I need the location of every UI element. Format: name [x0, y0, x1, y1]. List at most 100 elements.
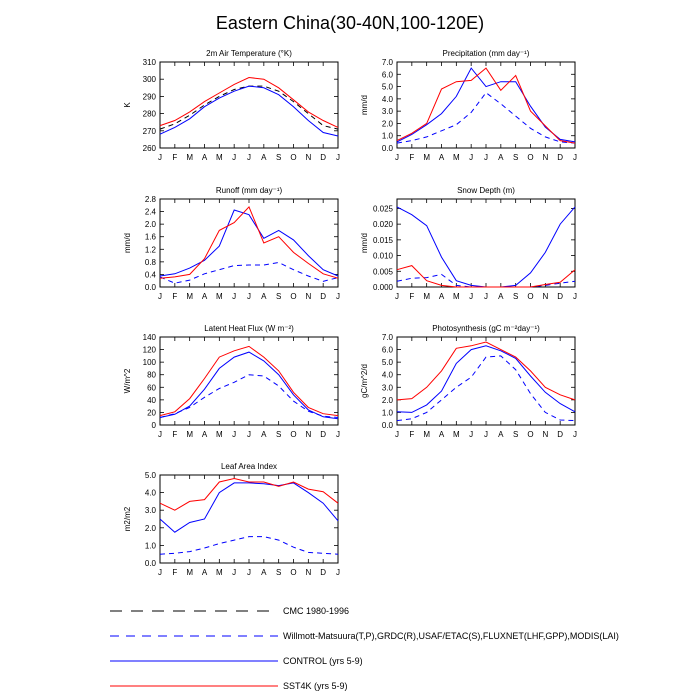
y-tick-label: 260 — [143, 144, 157, 153]
x-tick-label: J — [573, 153, 577, 162]
y-axis-label: mm/d — [123, 233, 132, 253]
x-tick-label: J — [484, 153, 488, 162]
x-tick-label: M — [423, 292, 430, 301]
series-line-sst4k — [159, 205, 339, 279]
series-line-sst4k — [396, 67, 576, 144]
x-tick-label: J — [469, 153, 473, 162]
y-tick-label: 7.0 — [382, 58, 394, 67]
chart-title: Runoff (mm day⁻¹) — [216, 186, 283, 195]
x-tick-label: J — [232, 430, 236, 439]
y-axis-label: K — [123, 102, 132, 108]
x-tick-label: J — [395, 430, 399, 439]
x-tick-label: N — [305, 568, 311, 577]
x-tick-label: F — [409, 292, 414, 301]
legend-entry: CMC 1980-1996 — [110, 606, 349, 616]
series-line-reference — [396, 92, 576, 144]
y-tick-label: 2.8 — [145, 195, 157, 204]
y-tick-label: 0 — [152, 421, 157, 430]
x-tick-label: J — [336, 430, 340, 439]
chart-panel: Snow Depth (m) mm/d 0.000 0.005 0.010 0.015 0.… — [360, 186, 577, 301]
x-tick-label: M — [423, 153, 430, 162]
y-tick-label: 280 — [143, 110, 157, 119]
y-tick-label: 1.0 — [145, 541, 157, 550]
x-tick-label: D — [320, 292, 326, 301]
series-line-sst4k — [396, 341, 576, 401]
x-tick-label: J — [247, 292, 251, 301]
x-tick-label: S — [276, 153, 281, 162]
y-tick-label: 3.0 — [382, 383, 394, 392]
y-tick-label: 1.0 — [382, 408, 394, 417]
x-tick-label: M — [186, 153, 193, 162]
panels: 2m Air Temperature (°K) K 260 270 280 290 300 3… — [123, 49, 577, 577]
y-tick-label: 1.0 — [382, 132, 394, 141]
x-tick-label: O — [290, 292, 296, 301]
chart-title: 2m Air Temperature (°K) — [206, 49, 292, 58]
y-tick-label: 20 — [147, 408, 156, 417]
y-tick-label: 1.6 — [145, 233, 157, 242]
x-tick-label: J — [232, 292, 236, 301]
series-line-reference — [159, 261, 339, 284]
x-tick-label: S — [276, 568, 281, 577]
y-tick-label: 80 — [147, 371, 156, 380]
x-tick-label: M — [453, 430, 460, 439]
y-tick-label: 100 — [143, 358, 157, 367]
x-tick-label: M — [216, 430, 223, 439]
x-tick-label: O — [527, 153, 533, 162]
x-tick-label: N — [542, 153, 548, 162]
x-tick-label: M — [216, 292, 223, 301]
y-tick-label: 2.0 — [382, 396, 394, 405]
x-tick-label: J — [158, 568, 162, 577]
x-tick-label: A — [202, 153, 208, 162]
plot-frame — [159, 198, 339, 288]
legend: CMC 1980-1996 Willmott-Matsuura(T,P),GRDC… — [110, 606, 619, 691]
x-tick-label: J — [158, 153, 162, 162]
x-tick-label: J — [395, 292, 399, 301]
x-tick-label: F — [409, 153, 414, 162]
legend-label: Willmott-Matsuura(T,P),GRDC(R),USAF/ETAC… — [283, 631, 619, 641]
x-tick-label: J — [336, 292, 340, 301]
x-tick-label: A — [202, 568, 208, 577]
x-tick-label: A — [261, 292, 267, 301]
legend-label: SST4K (yrs 5-9) — [283, 681, 348, 691]
x-tick-label: A — [261, 430, 267, 439]
y-tick-label: 5.0 — [382, 83, 394, 92]
series-line-sst4k — [159, 76, 339, 128]
x-tick-label: S — [276, 292, 281, 301]
y-tick-label: 290 — [143, 92, 157, 101]
x-tick-label: N — [542, 430, 548, 439]
y-tick-label: 6.0 — [382, 70, 394, 79]
y-tick-label: 3.0 — [145, 506, 157, 515]
series-line-sst4k — [396, 265, 576, 288]
x-tick-label: A — [439, 292, 445, 301]
plot-frame — [396, 198, 576, 288]
x-tick-label: D — [320, 568, 326, 577]
x-tick-label: M — [216, 568, 223, 577]
y-tick-label: 270 — [143, 127, 157, 136]
x-tick-label: F — [172, 292, 177, 301]
page-title: Eastern China(30-40N,100-120E) — [216, 13, 484, 33]
x-tick-label: J — [484, 430, 488, 439]
x-tick-label: M — [186, 292, 193, 301]
series-line-control — [159, 482, 339, 533]
y-tick-label: 120 — [143, 346, 157, 355]
x-tick-label: A — [202, 292, 208, 301]
y-tick-label: 5.0 — [145, 471, 157, 480]
x-tick-label: A — [439, 153, 445, 162]
y-tick-label: 7.0 — [382, 333, 394, 342]
plot-frame — [396, 336, 576, 426]
chart-title: Photosynthesis (gC m⁻²day⁻¹) — [432, 324, 540, 333]
y-tick-label: 60 — [147, 383, 156, 392]
x-tick-label: J — [158, 292, 162, 301]
x-tick-label: J — [469, 292, 473, 301]
y-tick-label: 5.0 — [382, 358, 394, 367]
x-tick-label: O — [290, 568, 296, 577]
plot-frame — [159, 61, 339, 149]
x-tick-label: S — [276, 430, 281, 439]
x-tick-label: M — [423, 430, 430, 439]
x-tick-label: M — [453, 292, 460, 301]
x-tick-label: S — [513, 430, 518, 439]
x-tick-label: O — [290, 153, 296, 162]
series-line-control — [396, 345, 576, 413]
y-axis-label: mm/d — [360, 95, 369, 115]
x-tick-label: A — [261, 568, 267, 577]
